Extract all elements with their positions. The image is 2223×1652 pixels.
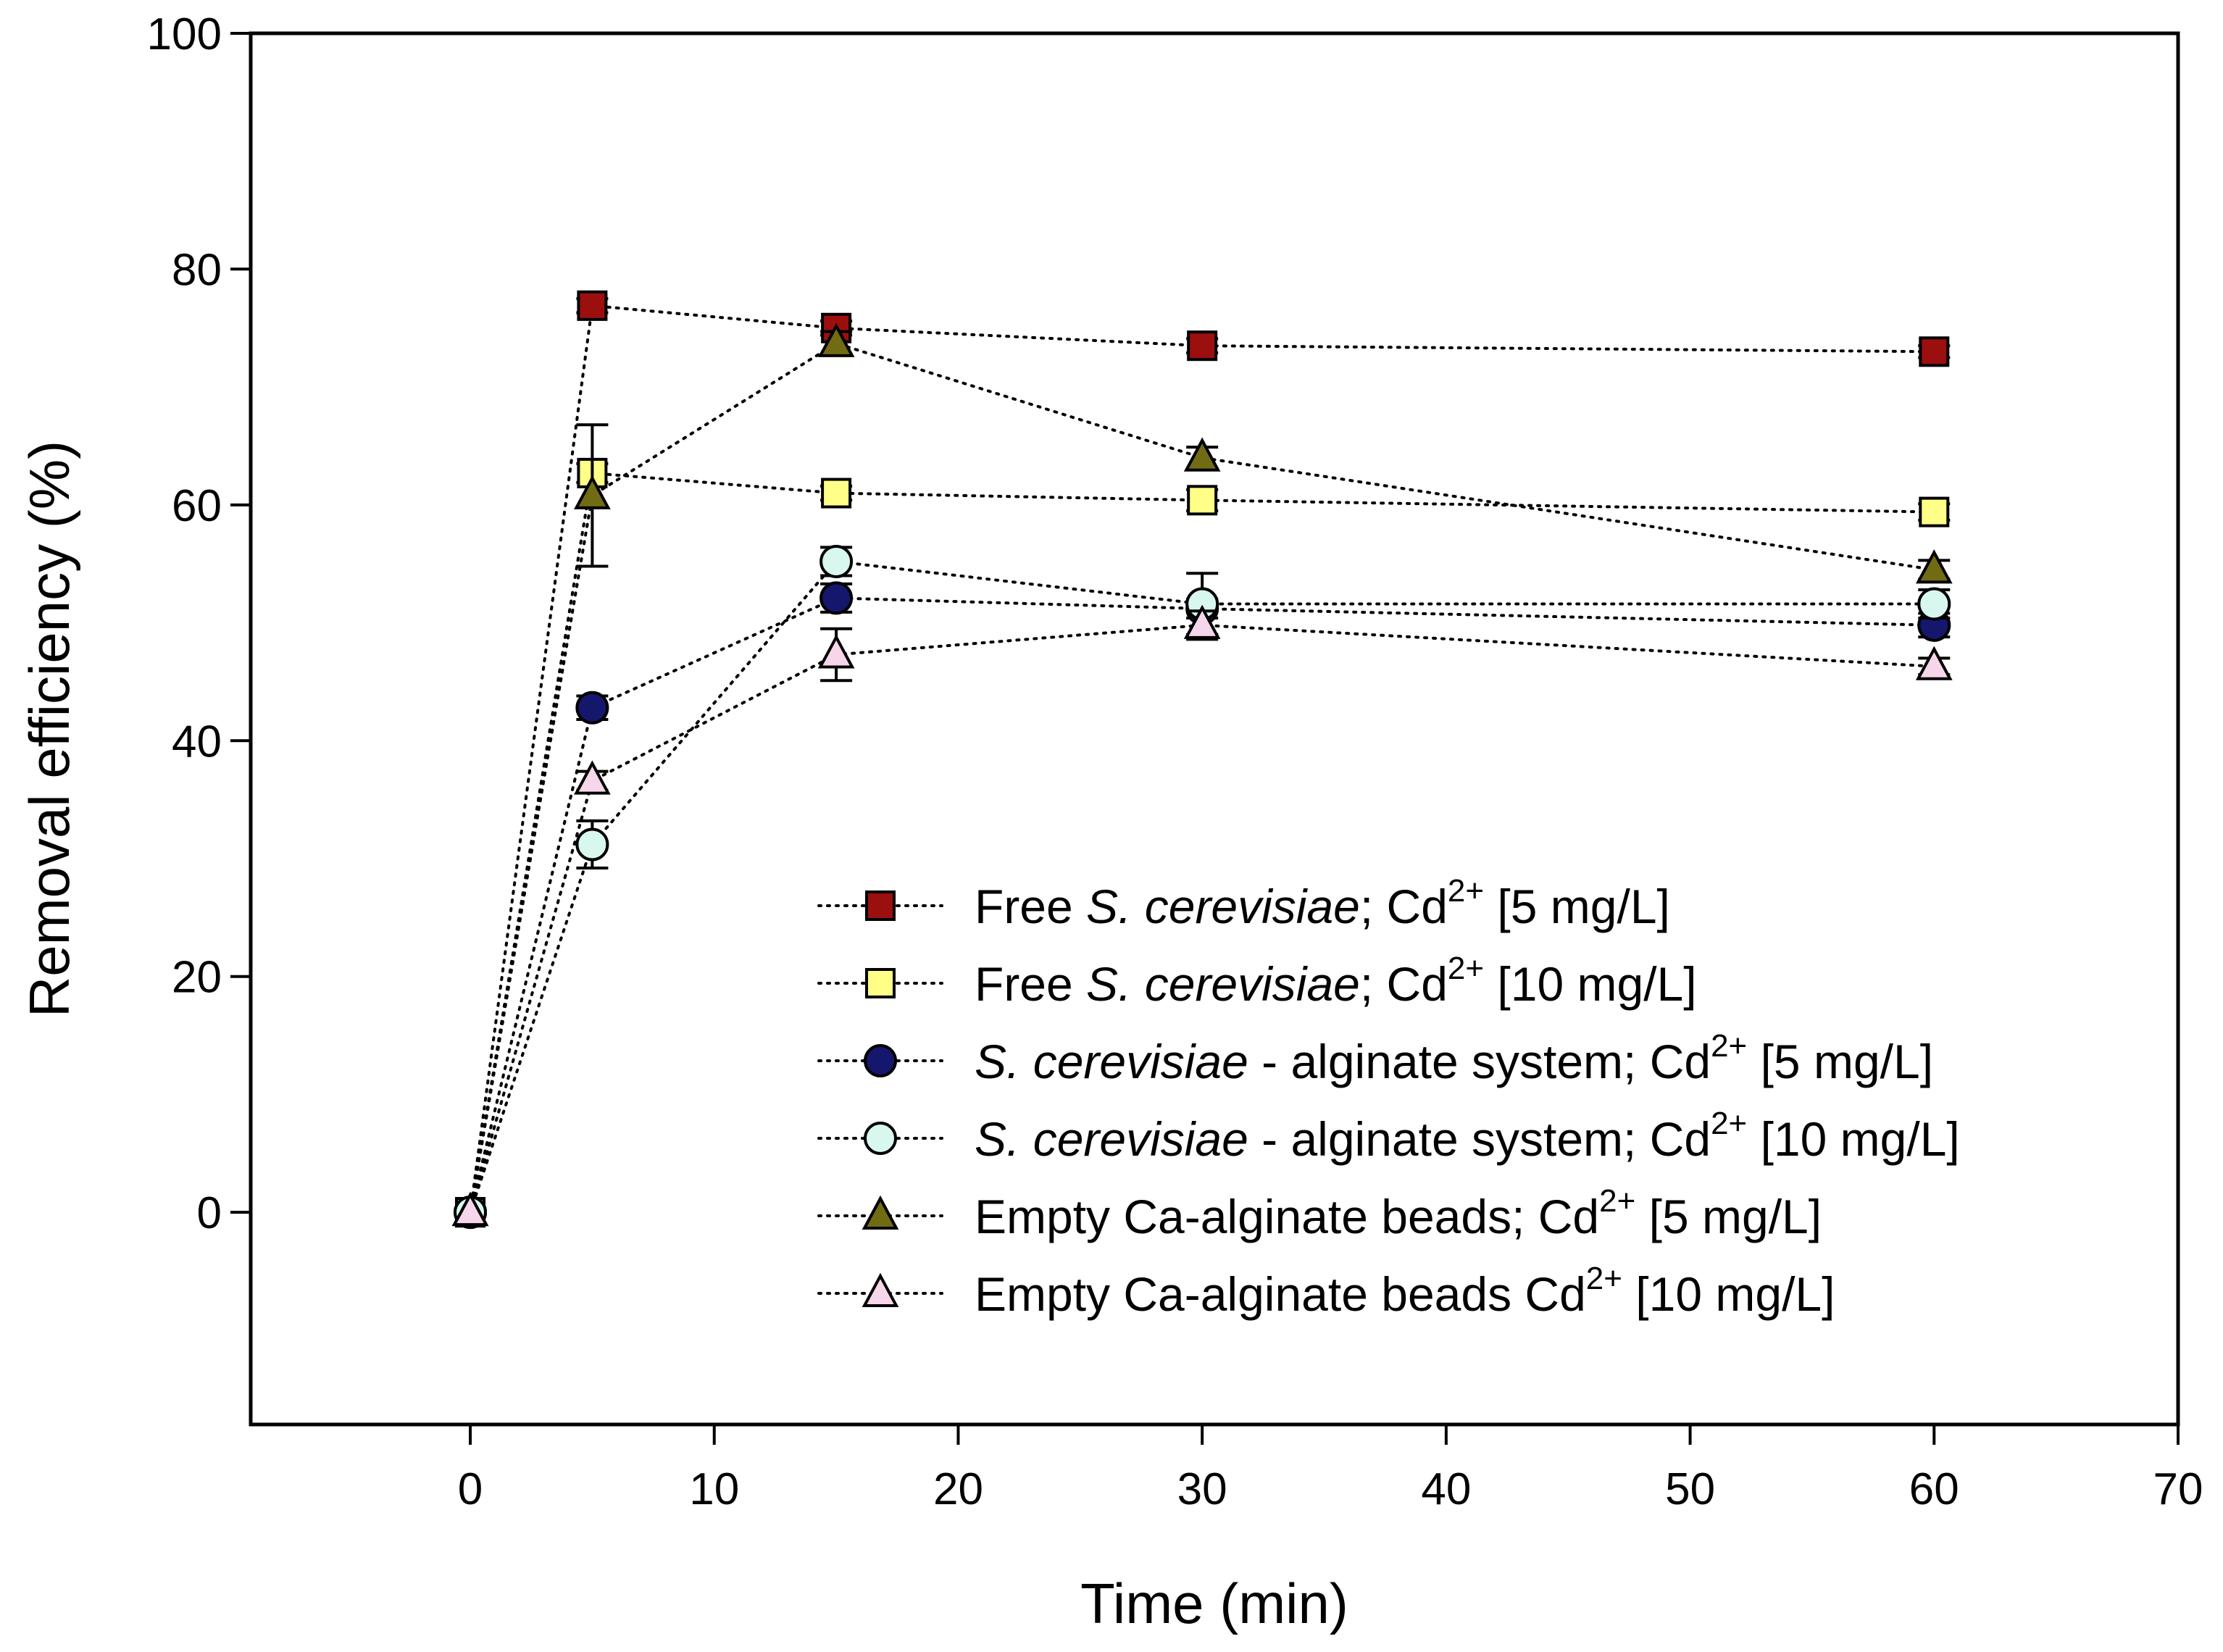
series-line: [469, 559, 1936, 1214]
legend-label-text: ; Cd: [1360, 957, 1448, 1011]
x-tick-label: 70: [2153, 1464, 2203, 1514]
legend-label-text: [10 mg/L]: [1622, 1267, 1835, 1321]
legend-item: Free S. cerevisiae; Cd2+ [10 mg/L]: [817, 951, 1697, 1011]
legend-label-text: - alginate system; Cd: [1248, 1035, 1711, 1088]
data-point: [574, 475, 611, 509]
series-6: [451, 604, 1953, 1227]
x-tick-label: 60: [1909, 1464, 1959, 1514]
y-tick-label: 60: [172, 481, 222, 531]
legend-label: Free S. cerevisiae; Cd2+ [5 mg/L]: [975, 873, 1670, 933]
legend-label-text: [5 mg/L]: [1635, 1190, 1822, 1243]
data-point: [817, 634, 855, 669]
y-axis: 0 20 40 60 80 100: [147, 9, 251, 1238]
x-tick-label: 20: [933, 1464, 983, 1514]
legend-item: Free S. cerevisiae; Cd2+ [5 mg/L]: [817, 873, 1670, 933]
y-tick-label: 80: [172, 245, 222, 295]
data-point: [817, 322, 855, 357]
y-tick-label: 20: [172, 953, 222, 1003]
legend-item: S. cerevisiae - alginate system; Cd2+ [1…: [817, 1106, 1960, 1166]
legend-label-text: - alginate system; Cd: [1248, 1112, 1711, 1166]
legend-label-text: ; Cd: [1360, 880, 1448, 933]
legend-label-italic: S. cerevisiae: [1086, 880, 1360, 933]
x-tick-label: 10: [689, 1464, 739, 1514]
legend-marker: [865, 890, 896, 921]
legend-item: Empty Ca-alginate beads Cd2+ [10 mg/L]: [817, 1261, 1835, 1321]
data-point: [1187, 485, 1218, 516]
legend-label: Empty Ca-alginate beads; Cd2+ [5 mg/L]: [975, 1183, 1822, 1243]
legend-label-text: [10 mg/L]: [1484, 957, 1697, 1011]
data-point: [1919, 336, 1950, 367]
legend-label-text: [5 mg/L]: [1747, 1035, 1933, 1088]
x-tick-label: 30: [1177, 1464, 1227, 1514]
data-point: [1915, 646, 1953, 680]
legend-label-text: [10 mg/L]: [1747, 1112, 1960, 1166]
data-point: [1919, 496, 1950, 527]
legend-label-superscript: 2+: [1711, 1106, 1747, 1141]
y-tick-label: 0: [197, 1188, 222, 1238]
x-axis: 0 10 20 30 40 50 60 70: [458, 1424, 2203, 1514]
legend-item: S. cerevisiae - alginate system; Cd2+ [5…: [817, 1028, 1933, 1088]
data-point: [575, 691, 609, 725]
legend-label-italic: S. cerevisiae: [975, 1112, 1248, 1166]
data-point: [1187, 330, 1218, 362]
data-point: [575, 827, 609, 862]
y-axis-title: Removal efficiency (%): [17, 441, 81, 1017]
y-tick-label: 100: [147, 9, 222, 59]
legend-label-text: Empty Ca-alginate beads Cd: [975, 1267, 1586, 1321]
legend-label-text: Free: [975, 880, 1086, 933]
legend-label-text: [5 mg/L]: [1484, 880, 1670, 933]
series-line: [469, 341, 1936, 1214]
legend-label-superscript: 2+: [1448, 873, 1484, 909]
legend-marker: [865, 968, 896, 998]
legend-marker: [862, 1195, 899, 1230]
legend-item: Empty Ca-alginate beads; Cd2+ [5 mg/L]: [817, 1183, 1822, 1243]
data-point: [819, 544, 854, 578]
data-point: [1917, 587, 1951, 621]
legend-label-italic: S. cerevisiae: [1086, 957, 1360, 1011]
plot-area: [451, 290, 1953, 1230]
legend-label: S. cerevisiae - alginate system; Cd2+ [1…: [975, 1106, 1960, 1166]
legend-label-text: Empty Ca-alginate beads; Cd: [975, 1190, 1599, 1243]
legend-marker: [864, 1044, 897, 1077]
x-tick-label: 50: [1665, 1464, 1715, 1514]
legend-label-superscript: 2+: [1586, 1261, 1622, 1296]
data-point: [1183, 437, 1221, 472]
legend-label: Free S. cerevisiae; Cd2+ [10 mg/L]: [975, 951, 1697, 1011]
x-tick-label: 0: [458, 1464, 483, 1514]
data-point: [1183, 604, 1221, 639]
legend-label-italic: S. cerevisiae: [975, 1035, 1248, 1088]
legend-label-superscript: 2+: [1448, 951, 1484, 986]
data-point: [1915, 549, 1953, 584]
legend: Free S. cerevisiae; Cd2+ [5 mg/L]Free S.…: [817, 873, 1960, 1321]
series-5: [451, 322, 1953, 1227]
y-tick-label: 40: [172, 717, 222, 767]
data-point: [451, 1191, 489, 1227]
legend-label-text: Free: [975, 957, 1086, 1011]
legend-label: Empty Ca-alginate beads Cd2+ [10 mg/L]: [975, 1261, 1835, 1321]
data-point: [577, 290, 608, 321]
x-tick-label: 40: [1421, 1464, 1471, 1514]
legend-label-superscript: 2+: [1599, 1183, 1635, 1219]
legend-label: S. cerevisiae - alginate system; Cd2+ [5…: [975, 1028, 1933, 1088]
data-point: [819, 581, 854, 615]
data-point: [821, 477, 852, 509]
legend-label-superscript: 2+: [1711, 1028, 1747, 1064]
x-axis-title: Time (min): [1080, 1572, 1348, 1635]
legend-marker: [862, 1272, 899, 1307]
legend-marker: [864, 1122, 897, 1155]
plot-frame: [249, 31, 2180, 1427]
data-point: [574, 760, 611, 795]
